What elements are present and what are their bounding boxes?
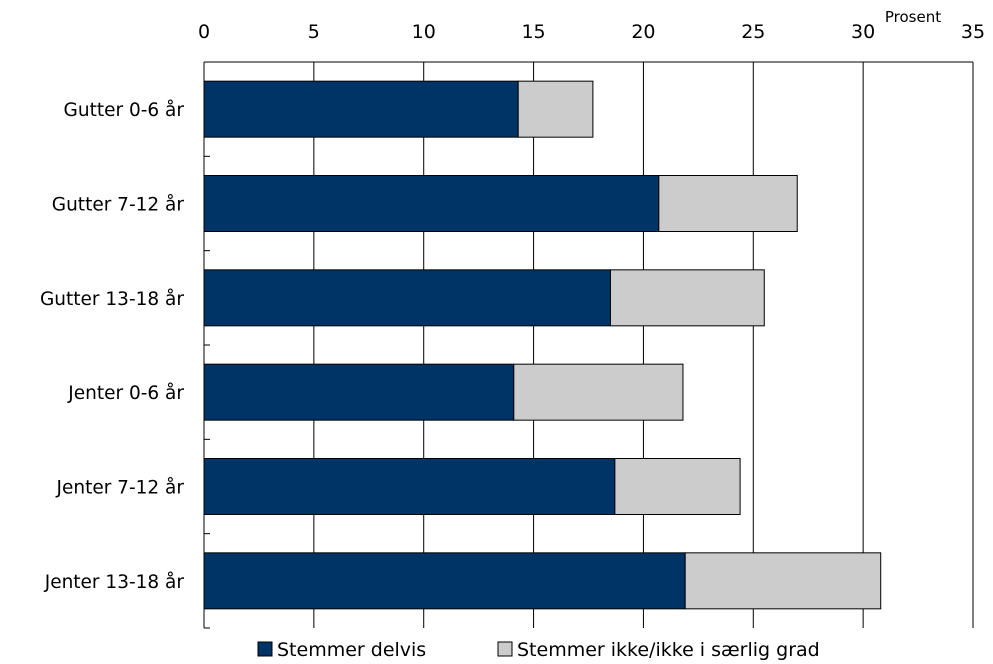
bar-segment: [513, 363, 684, 421]
unit-label: Prosent: [885, 8, 941, 26]
bar-segment: [203, 458, 616, 515]
x-tick-label: 10: [412, 21, 436, 43]
x-tick-label: 35: [961, 21, 985, 43]
x-tick-label: 20: [631, 21, 655, 43]
bar-segment: [517, 80, 594, 138]
gridlines: [313, 62, 974, 628]
x-tick-label: 25: [741, 21, 765, 43]
category-label: Gutter 0-6 år: [64, 100, 185, 121]
bars: [203, 80, 882, 610]
legend-label: Stemmer ikke/ikke i særlig grad: [517, 639, 820, 661]
x-tick-label: 30: [851, 21, 875, 43]
category-label: Gutter 13-18 år: [40, 289, 184, 310]
bar-segment: [203, 363, 515, 421]
bar-segment: [684, 552, 882, 610]
bar-segment: [658, 175, 798, 232]
category-labels: Gutter 0-6 år Gutter 7-12 år Gutter 13-18 …: [40, 100, 184, 593]
bar-segment: [203, 175, 660, 232]
category-label: Gutter 7-12 år: [52, 195, 185, 216]
x-tick-label: 0: [198, 21, 210, 43]
category-label: Jenter 13-18 år: [44, 572, 185, 593]
category-label: Jenter 0-6 år: [67, 383, 184, 404]
legend: Stemmer delvis Stemmer ikke/ikke i særlig…: [257, 639, 820, 661]
bar-segment: [614, 458, 741, 515]
bar-segment: [203, 80, 519, 138]
bar-segment: [609, 269, 765, 327]
x-tick-label: 15: [521, 21, 545, 43]
axes: [203, 61, 973, 629]
legend-swatch: [257, 641, 273, 657]
bar-segment: [203, 269, 611, 327]
x-tick-labels: 0 5 10 15 20 25 30 35: [198, 21, 985, 43]
category-label: Jenter 7-12 år: [56, 478, 185, 499]
legend-swatch: [497, 641, 513, 657]
legend-label: Stemmer delvis: [277, 639, 426, 661]
bar-segment: [203, 552, 686, 610]
x-tick-label: 5: [308, 21, 320, 43]
